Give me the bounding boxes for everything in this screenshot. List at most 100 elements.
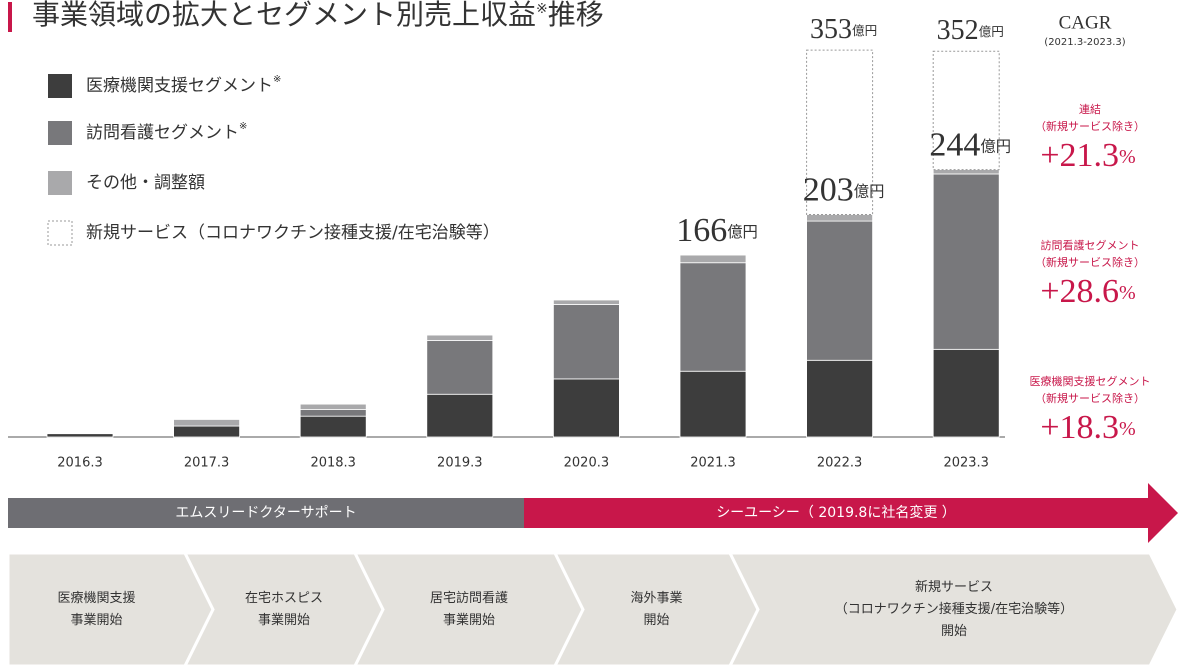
bar-segment (46, 433, 114, 438)
legend-name: 新規サービス（コロナワクチン接種支援/在宅治験等） (86, 223, 500, 243)
legend-label: その他・調整額 (86, 173, 205, 193)
cagr-unit: % (1119, 418, 1136, 440)
total-unit: 億円 (854, 183, 885, 200)
milestone-chevron (182, 551, 385, 666)
total-label: 352億円 (937, 16, 1004, 47)
title-accent (8, 2, 12, 32)
title-text: 事業領域の拡大とセグメント別売上収益 (32, 0, 536, 31)
cagr-period: (2021.3-2023.3) (1044, 37, 1125, 48)
legend-label: 訪問看護セグメント※ (86, 121, 247, 143)
bar-segment (426, 334, 494, 341)
legend-swatch (47, 220, 73, 246)
total-value: 244 (929, 126, 980, 163)
total-value: 353 (810, 15, 852, 46)
bar-segment (553, 299, 620, 305)
banner-old-label: エムスリードクターサポート (175, 505, 356, 521)
milestone-text: 事業開始 (258, 612, 310, 628)
milestone-text: 事業開始 (70, 612, 122, 628)
title-end: 推移 (548, 0, 604, 31)
legend-swatch (48, 74, 72, 98)
bar-segment (173, 425, 241, 438)
legend-swatch (48, 121, 72, 145)
bar-segment (553, 303, 620, 380)
milestone-text: 新規サービス (915, 579, 993, 595)
bar-segment (173, 419, 241, 427)
milestone-text: 開始 (643, 613, 669, 628)
x-tick-label: 2021.3 (690, 456, 736, 471)
milestone-text: 居宅訪問看護 (430, 590, 508, 606)
total-label: 353億円 (810, 15, 877, 46)
milestone-text: 医療機関支援 (57, 591, 135, 606)
total-label: 203億円 (803, 171, 885, 208)
cagr-number: +18.3 (1040, 409, 1119, 446)
legend-label: 医療機関支援セグメント※ (86, 74, 281, 96)
x-tick-label: 2016.3 (57, 456, 103, 471)
bar-segment (299, 403, 367, 410)
cagr-unit: % (1119, 282, 1136, 304)
legend-name: 訪問看護セグメント (86, 123, 239, 143)
bar-segment (806, 220, 873, 361)
milestone-chevron (727, 551, 1178, 666)
bar-segment (806, 359, 873, 438)
banner-old (8, 498, 524, 528)
total-value: 166 (676, 212, 727, 249)
new-service-segment (932, 50, 1000, 171)
legend-swatch (48, 171, 72, 195)
cagr-value: +18.3% (1040, 409, 1135, 446)
banner-new-label: シーユーシー（ 2019.8に社名変更 ） (716, 504, 956, 521)
bar-segment (553, 378, 620, 438)
cagr-label: 訪問看護セグメント (1041, 238, 1140, 252)
cagr-sublabel: （新規サービス除き） (1035, 119, 1145, 133)
milestone-text: 事業開始 (443, 612, 495, 628)
cagr-label: 医療機関支援セグメント (1030, 374, 1151, 388)
cagr-sublabel: （新規サービス除き） (1035, 391, 1145, 405)
milestone-text: 在宅ホスピス (245, 591, 323, 606)
bar-segment (299, 415, 367, 438)
total-unit: 億円 (980, 138, 1011, 155)
legend-note: ※ (239, 121, 247, 132)
bar-segment (679, 370, 747, 438)
x-tick-label: 2017.3 (184, 456, 230, 471)
cagr-value: +28.6% (1040, 273, 1135, 310)
x-tick-label: 2019.3 (437, 456, 483, 471)
milestone-text: 海外事業 (630, 590, 682, 606)
total-label: 166億円 (676, 212, 758, 249)
milestone-text: 開始 (941, 624, 967, 639)
total-unit: 億円 (852, 24, 877, 38)
total-value: 203 (803, 171, 854, 208)
bar-segment (426, 340, 494, 395)
total-unit: 億円 (979, 25, 1004, 39)
milestone-chevron (352, 551, 585, 666)
legend-name: その他・調整額 (86, 173, 205, 193)
bar-segment (806, 214, 873, 222)
total-label: 244億円 (929, 126, 1011, 163)
bar-segment (932, 348, 1000, 438)
x-tick-label: 2018.3 (310, 456, 356, 471)
cagr-number: +21.3 (1040, 137, 1119, 174)
bar-segment (679, 254, 747, 264)
bar-segment (299, 409, 367, 417)
legend-label: 新規サービス（コロナワクチン接種支援/在宅治験等） (86, 223, 500, 243)
x-tick-label: 2022.3 (817, 456, 863, 471)
legend-note: ※ (273, 74, 281, 85)
cagr-title: CAGR (1059, 12, 1112, 33)
legend-name: 医療機関支援セグメント (86, 76, 273, 96)
banner-new (524, 483, 1178, 543)
new-service-segment (806, 49, 874, 216)
x-tick-label: 2023.3 (943, 456, 989, 471)
title-note: ※ (536, 2, 548, 17)
milestone-chevron (552, 551, 760, 666)
cagr-value: +21.3% (1040, 137, 1135, 174)
x-tick-label: 2020.3 (564, 456, 610, 471)
bar-segment (932, 169, 1000, 175)
bar-segment (426, 393, 494, 438)
bar-segment (679, 262, 747, 372)
milestone-chevron (6, 551, 215, 666)
bar-segment (932, 173, 1000, 350)
total-unit: 億円 (727, 224, 758, 241)
total-value: 352 (937, 16, 979, 47)
cagr-label: 連結 (1079, 102, 1101, 116)
chart-title: 事業領域の拡大とセグメント別売上収益※推移 (32, 0, 604, 31)
milestone-text: （コロナワクチン接種支援/在宅治験等） (835, 601, 1073, 617)
